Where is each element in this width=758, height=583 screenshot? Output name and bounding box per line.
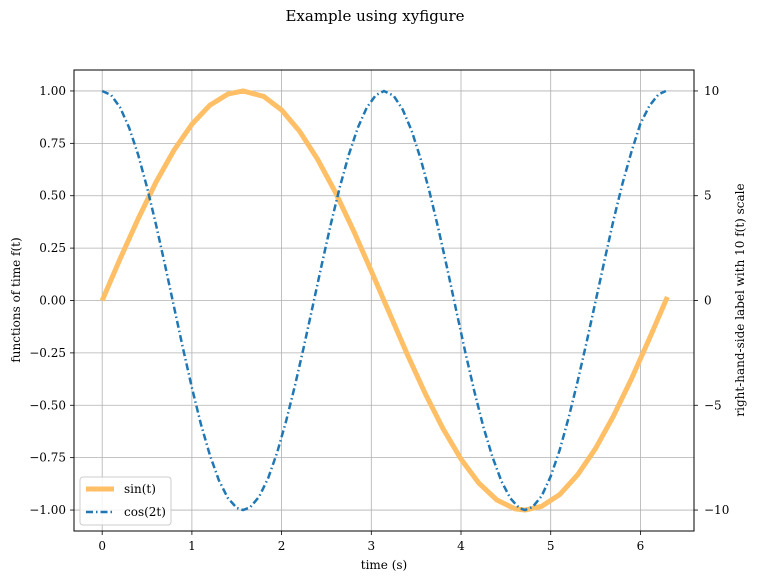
y-axis-label-left: functions of time f(t) (9, 237, 23, 362)
y-axis-left: −1.00 −0.75 −0.50 −0.25 0.00 0.25 0.50 0.75 1.00 (29, 84, 74, 517)
y-right-tick-label-1: −5 (704, 398, 722, 412)
y-tick-label-7: 0.75 (39, 136, 66, 150)
x-tick-label-3: 3 (367, 539, 375, 553)
x-axis-label: time (s) (361, 558, 407, 572)
y-tick-label-8: 1.00 (39, 84, 66, 98)
x-tick-label-4: 4 (457, 539, 465, 553)
chart-title: Example using xyfigure (285, 7, 464, 25)
grid (74, 70, 694, 531)
y-tick-label-1: −0.75 (29, 451, 66, 465)
y-right-tick-label-3: 5 (704, 189, 712, 203)
legend-label-cos: cos(2t) (124, 505, 166, 519)
legend: sin(t) cos(2t) (79, 476, 172, 526)
y-tick-label-0: −1.00 (29, 503, 66, 517)
y-right-tick-label-4: 10 (704, 84, 719, 98)
y-tick-label-6: 0.50 (39, 189, 66, 203)
y-axis-right: −10 −5 0 5 10 (694, 84, 729, 517)
x-tick-label-0: 0 (98, 539, 106, 553)
x-tick-label-6: 6 (637, 539, 645, 553)
y-tick-label-3: −0.25 (29, 346, 66, 360)
legend-label-sin: sin(t) (124, 482, 156, 496)
x-tick-label-2: 2 (278, 539, 286, 553)
y-axis-label-right: right-hand-side label with 10 f(t) scale (733, 183, 747, 416)
y-right-tick-label-2: 0 (704, 294, 712, 308)
x-tick-label-5: 5 (547, 539, 555, 553)
series-layer (99, 88, 670, 513)
x-axis: 0 1 2 3 4 5 6 (98, 531, 644, 553)
y-tick-label-4: 0.00 (39, 294, 66, 308)
series-line-cos (101, 89, 667, 512)
y-right-tick-label-0: −10 (704, 503, 729, 517)
y-tick-label-2: −0.50 (29, 398, 66, 412)
series-line-sin (99, 88, 670, 513)
x-tick-label-1: 1 (188, 539, 196, 553)
y-tick-label-5: 0.25 (39, 241, 66, 255)
